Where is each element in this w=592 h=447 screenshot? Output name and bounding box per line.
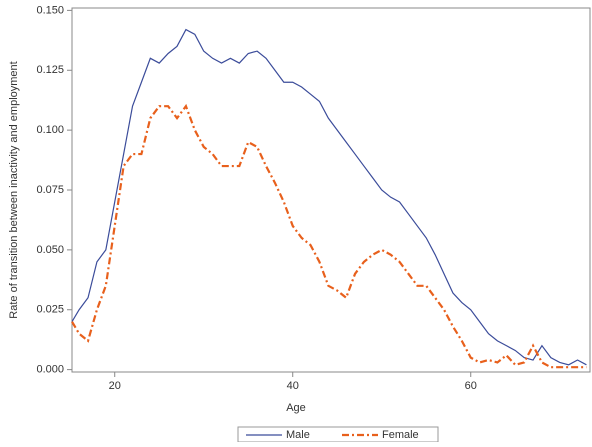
y-tick-label: 0.000 — [36, 364, 64, 376]
series-line — [71, 28, 587, 366]
y-tick-label: 0.050 — [36, 244, 64, 256]
y-tick-label: 0.125 — [36, 64, 64, 76]
y-tick-label: 0.025 — [36, 304, 64, 316]
x-tick-label: 40 — [287, 380, 299, 392]
series-line — [71, 103, 587, 369]
x-axis-label: Age — [286, 402, 306, 414]
y-tick-label: 0.100 — [36, 124, 64, 136]
x-tick-label: 20 — [109, 380, 121, 392]
y-tick-label: 0.075 — [36, 184, 64, 196]
y-tick-label: 0.150 — [36, 4, 64, 16]
y-axis-label: Rate of transition between inactivity an… — [8, 61, 20, 318]
legend-label: Female — [382, 429, 419, 441]
legend-label: Male — [286, 429, 310, 441]
plot-frame — [71, 7, 591, 373]
x-tick-label: 60 — [465, 380, 477, 392]
